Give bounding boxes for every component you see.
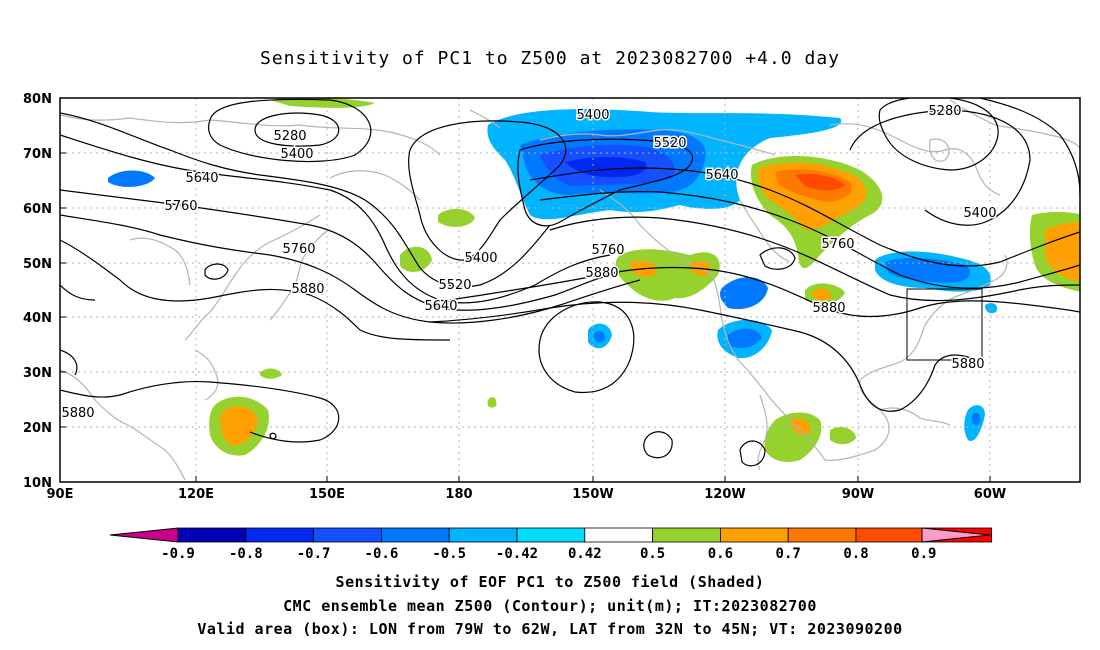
colorbar-label: -0.8 bbox=[229, 546, 263, 562]
colorbar-label: 0.8 bbox=[843, 546, 868, 562]
colorbar-label: -0.9 bbox=[161, 546, 195, 562]
colorbar-swatch bbox=[177, 527, 247, 543]
shade-neg-pac-core bbox=[594, 331, 606, 343]
shade-pos-bering bbox=[438, 208, 475, 227]
colorbar-label: 0.42 bbox=[568, 546, 602, 562]
shade-pos-ryukyu bbox=[260, 368, 282, 379]
colorbar-label: -0.7 bbox=[297, 546, 331, 562]
contour-label: 5760 bbox=[821, 237, 854, 252]
lon-label: 150E bbox=[309, 487, 345, 502]
shade-neg-ne-small bbox=[985, 302, 998, 314]
contour-label: 5280 bbox=[273, 129, 306, 144]
contour-label: 5520 bbox=[438, 278, 471, 293]
lat-label: 70N bbox=[23, 147, 52, 162]
shade-pos-atl-core bbox=[1045, 222, 1080, 282]
colorbar-swatch bbox=[313, 527, 382, 543]
colorbar-label: -0.42 bbox=[496, 546, 538, 562]
contour-label: 5400 bbox=[464, 251, 497, 266]
z500-contours bbox=[60, 98, 1080, 467]
shade-neg-west-b-core bbox=[728, 328, 762, 349]
lat-label: 80N bbox=[23, 92, 52, 107]
lat-label: 10N bbox=[23, 476, 52, 491]
lon-label: 120W bbox=[704, 487, 745, 502]
shade-pos-plains-core bbox=[812, 288, 832, 300]
contour-label: 5880 bbox=[585, 266, 618, 281]
shade-neg-west-a bbox=[720, 277, 768, 310]
contour-label: 5400 bbox=[963, 206, 996, 221]
plot-frame bbox=[59, 97, 1081, 483]
lat-label: 50N bbox=[23, 257, 52, 272]
contour-label: 5880 bbox=[951, 357, 984, 372]
axis-ticks bbox=[60, 97, 991, 483]
contour-label: 5400 bbox=[576, 108, 609, 123]
shade-pos-mexico-core bbox=[790, 418, 811, 435]
lon-label: 90E bbox=[47, 487, 74, 502]
shade-neg-carib-core bbox=[971, 412, 981, 425]
colorbar-swatch bbox=[787, 527, 857, 543]
lat-label: 60N bbox=[23, 202, 52, 217]
colorbar-swatch bbox=[584, 527, 653, 543]
lon-label: 150W bbox=[572, 487, 613, 502]
colorbar-label: -0.6 bbox=[365, 546, 399, 562]
contour-label: 5880 bbox=[61, 406, 94, 421]
colorbar-label: -0.5 bbox=[432, 546, 466, 562]
chart-title: Sensitivity of PC1 to Z500 at 2023082700… bbox=[259, 48, 840, 69]
contour-label: 5880 bbox=[291, 282, 324, 297]
colorbar-low-triangle bbox=[109, 527, 179, 543]
contour-label: 5280 bbox=[928, 104, 961, 119]
colorbar-swatch bbox=[516, 527, 586, 543]
shade-pos-philsea-core bbox=[220, 406, 258, 446]
contour-label: 5760 bbox=[164, 199, 197, 214]
caption-valid-area: Valid area (box): LON from 79W to 62W, L… bbox=[197, 620, 903, 638]
contour-label: 5520 bbox=[653, 136, 686, 151]
lat-label: 40N bbox=[23, 311, 52, 326]
colorbar-swatch bbox=[855, 527, 925, 543]
graticule bbox=[60, 98, 1080, 482]
lat-label: 30N bbox=[23, 366, 52, 381]
colorbar-swatch bbox=[380, 527, 450, 543]
colorbar-swatch bbox=[652, 527, 721, 543]
colorbar-high-triangle bbox=[921, 527, 991, 543]
colorbar-label: 0.6 bbox=[708, 546, 733, 562]
contour-label: 5760 bbox=[591, 243, 624, 258]
contour-labels: 5280 5400 5640 5760 5760 5880 5400 5520 5640 5400… bbox=[60, 103, 998, 423]
colorbar-label: 0.5 bbox=[640, 546, 665, 562]
caption-shading: Sensitivity of EOF PC1 to Z500 field (Sh… bbox=[335, 573, 765, 591]
lon-label: 90W bbox=[842, 487, 874, 502]
lon-label: 120E bbox=[178, 487, 214, 502]
shade-pos-smallpac bbox=[487, 397, 497, 408]
lat-label: 20N bbox=[23, 421, 52, 436]
contour-label: 5760 bbox=[282, 242, 315, 257]
sensitivity-shading bbox=[108, 98, 1080, 462]
contour-label: 5880 bbox=[812, 301, 845, 316]
valid-area-box bbox=[906, 288, 983, 361]
colorbar-swatch bbox=[720, 527, 789, 543]
colorbar-label: 0.9 bbox=[911, 546, 936, 562]
shade-pos-aleutian bbox=[400, 246, 432, 272]
contour-label: 5400 bbox=[280, 147, 313, 162]
contour-label: 5640 bbox=[185, 171, 218, 186]
contour-label: 5640 bbox=[424, 299, 457, 314]
colorbar-label: 0.7 bbox=[776, 546, 801, 562]
lon-label: 180 bbox=[445, 487, 472, 502]
shade-pos-canada-red bbox=[795, 174, 845, 191]
shade-pos-gulf bbox=[830, 427, 856, 445]
colorbar: -0.9 -0.8 -0.7 -0.6 -0.5 -0.42 0.42 0.5 0.6 0.7 0.… bbox=[109, 527, 992, 562]
contour-label: 5640 bbox=[705, 168, 738, 183]
lon-label: 60W bbox=[974, 487, 1006, 502]
colorbar-swatch bbox=[245, 527, 315, 543]
caption-contour: CMC ensemble mean Z500 (Contour); unit(m… bbox=[283, 597, 817, 615]
colorbar-swatch bbox=[448, 527, 518, 543]
shade-neg-siberia bbox=[108, 170, 155, 187]
